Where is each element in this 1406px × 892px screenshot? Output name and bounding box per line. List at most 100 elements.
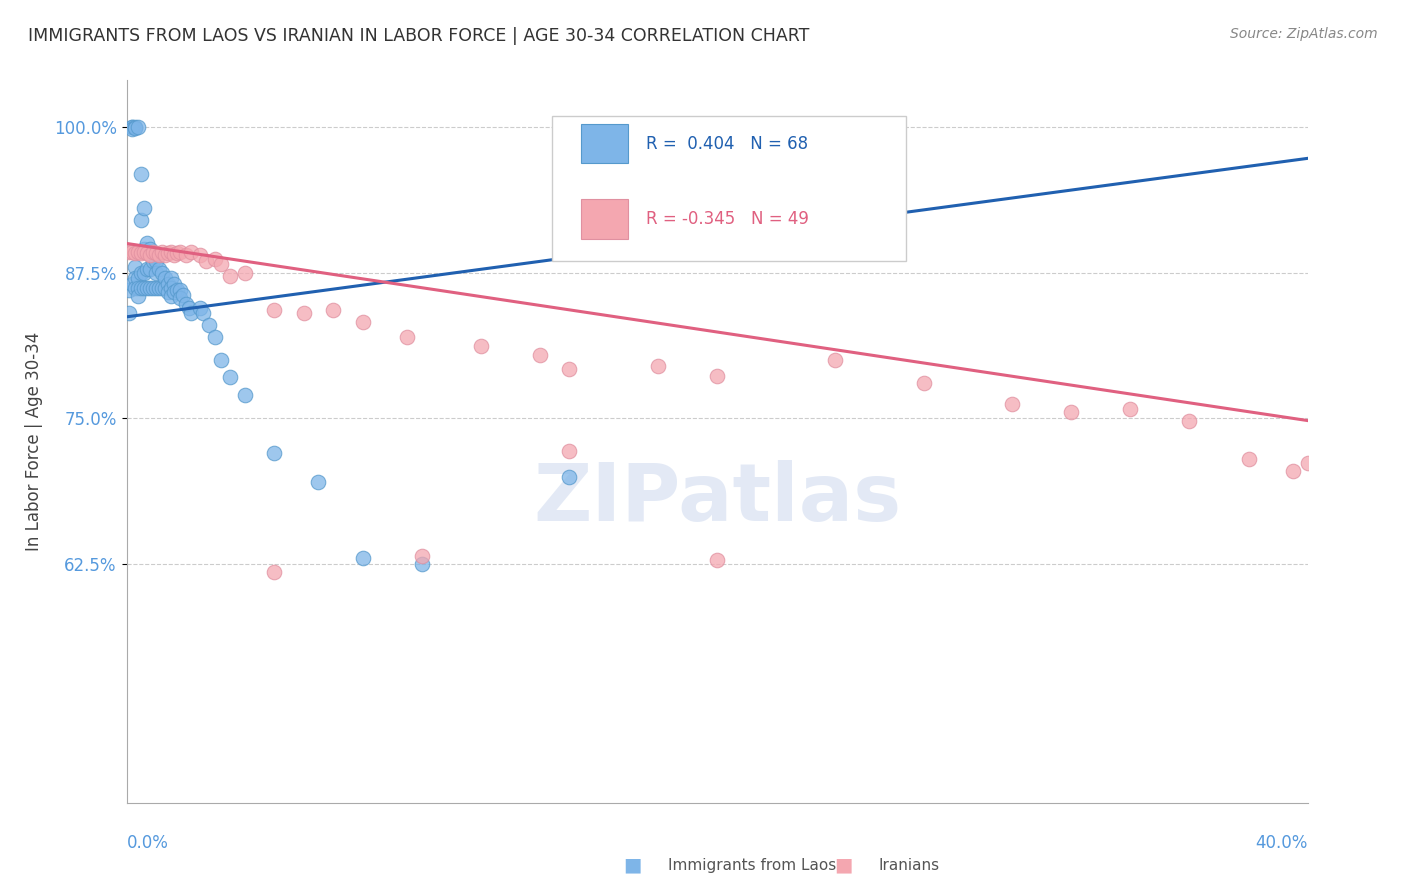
Point [160, 244, 183, 259]
Point [134, 244, 156, 259]
Point [136, 236, 159, 251]
Point [292, 306, 315, 320]
Point [160, 281, 183, 295]
Point [145, 266, 167, 280]
Point [124, 260, 146, 274]
Point [127, 120, 149, 134]
Point [134, 242, 156, 256]
Point [163, 277, 186, 292]
Point [160, 289, 183, 303]
Point [134, 202, 156, 216]
Point [134, 281, 156, 295]
Text: IMMIGRANTS FROM LAOS VS IRANIAN IN LABOR FORCE | AGE 30-34 CORRELATION CHART: IMMIGRANTS FROM LAOS VS IRANIAN IN LABOR… [28, 27, 810, 45]
Point [166, 245, 188, 260]
Point [411, 549, 433, 563]
Point [617, 202, 640, 216]
Point [153, 271, 176, 285]
Point [174, 248, 197, 262]
Point [127, 244, 149, 259]
Point [396, 329, 419, 343]
Point [529, 348, 551, 362]
Point [188, 248, 212, 262]
FancyBboxPatch shape [581, 124, 628, 163]
Point [174, 297, 197, 311]
Point [142, 254, 165, 268]
Point [322, 302, 344, 317]
Point [148, 248, 170, 262]
Point [233, 266, 256, 280]
Point [142, 244, 165, 259]
Point [1001, 397, 1024, 411]
Text: Source: ZipAtlas.com: Source: ZipAtlas.com [1230, 27, 1378, 41]
Point [308, 475, 330, 490]
Point [824, 353, 846, 368]
Point [148, 281, 170, 295]
Point [139, 281, 162, 295]
Point [121, 122, 143, 136]
Point [139, 262, 162, 277]
Point [188, 301, 212, 315]
Point [121, 277, 143, 292]
Point [209, 353, 232, 368]
Point [219, 268, 242, 283]
Point [177, 301, 200, 315]
Point [134, 266, 156, 280]
Point [148, 262, 170, 277]
Point [145, 254, 167, 268]
Point [558, 469, 581, 483]
Point [163, 285, 186, 300]
Point [209, 257, 232, 271]
Point [411, 557, 433, 571]
Point [706, 553, 728, 567]
Point [156, 277, 179, 292]
Point [195, 254, 218, 268]
Point [470, 339, 492, 353]
Point [139, 242, 162, 256]
Point [153, 248, 176, 262]
Point [198, 318, 221, 332]
Point [124, 245, 146, 260]
Point [136, 281, 159, 295]
Point [263, 565, 285, 579]
Point [136, 262, 159, 277]
Point [145, 245, 167, 260]
Point [558, 443, 581, 458]
Point [180, 244, 202, 259]
Point [124, 120, 146, 134]
Point [118, 283, 141, 297]
Point [156, 285, 179, 300]
Point [124, 281, 146, 295]
Point [129, 266, 153, 280]
Point [352, 551, 374, 566]
Point [204, 329, 226, 343]
Point [127, 289, 149, 303]
Point [129, 245, 153, 260]
Point [153, 281, 176, 295]
Text: Immigrants from Laos: Immigrants from Laos [668, 858, 837, 872]
Y-axis label: In Labor Force | Age 30-34: In Labor Force | Age 30-34 [25, 332, 42, 551]
Point [1282, 464, 1305, 478]
Point [160, 271, 183, 285]
Point [142, 281, 165, 295]
Point [263, 302, 285, 317]
Text: ■: ■ [834, 855, 853, 875]
Point [127, 271, 149, 285]
Point [352, 314, 374, 328]
Point [912, 376, 935, 391]
Point [139, 248, 162, 262]
Text: ZIPatlas: ZIPatlas [533, 460, 901, 539]
Point [706, 195, 728, 210]
Point [219, 370, 242, 384]
Point [1237, 452, 1260, 467]
Point [233, 388, 256, 402]
Text: Iranians: Iranians [879, 858, 939, 872]
Point [121, 244, 143, 259]
Point [150, 244, 173, 259]
Point [193, 306, 215, 320]
Point [1296, 456, 1319, 470]
Point [129, 167, 153, 181]
Point [180, 306, 202, 320]
Point [1178, 413, 1201, 427]
Point [136, 245, 159, 260]
Point [127, 281, 149, 295]
